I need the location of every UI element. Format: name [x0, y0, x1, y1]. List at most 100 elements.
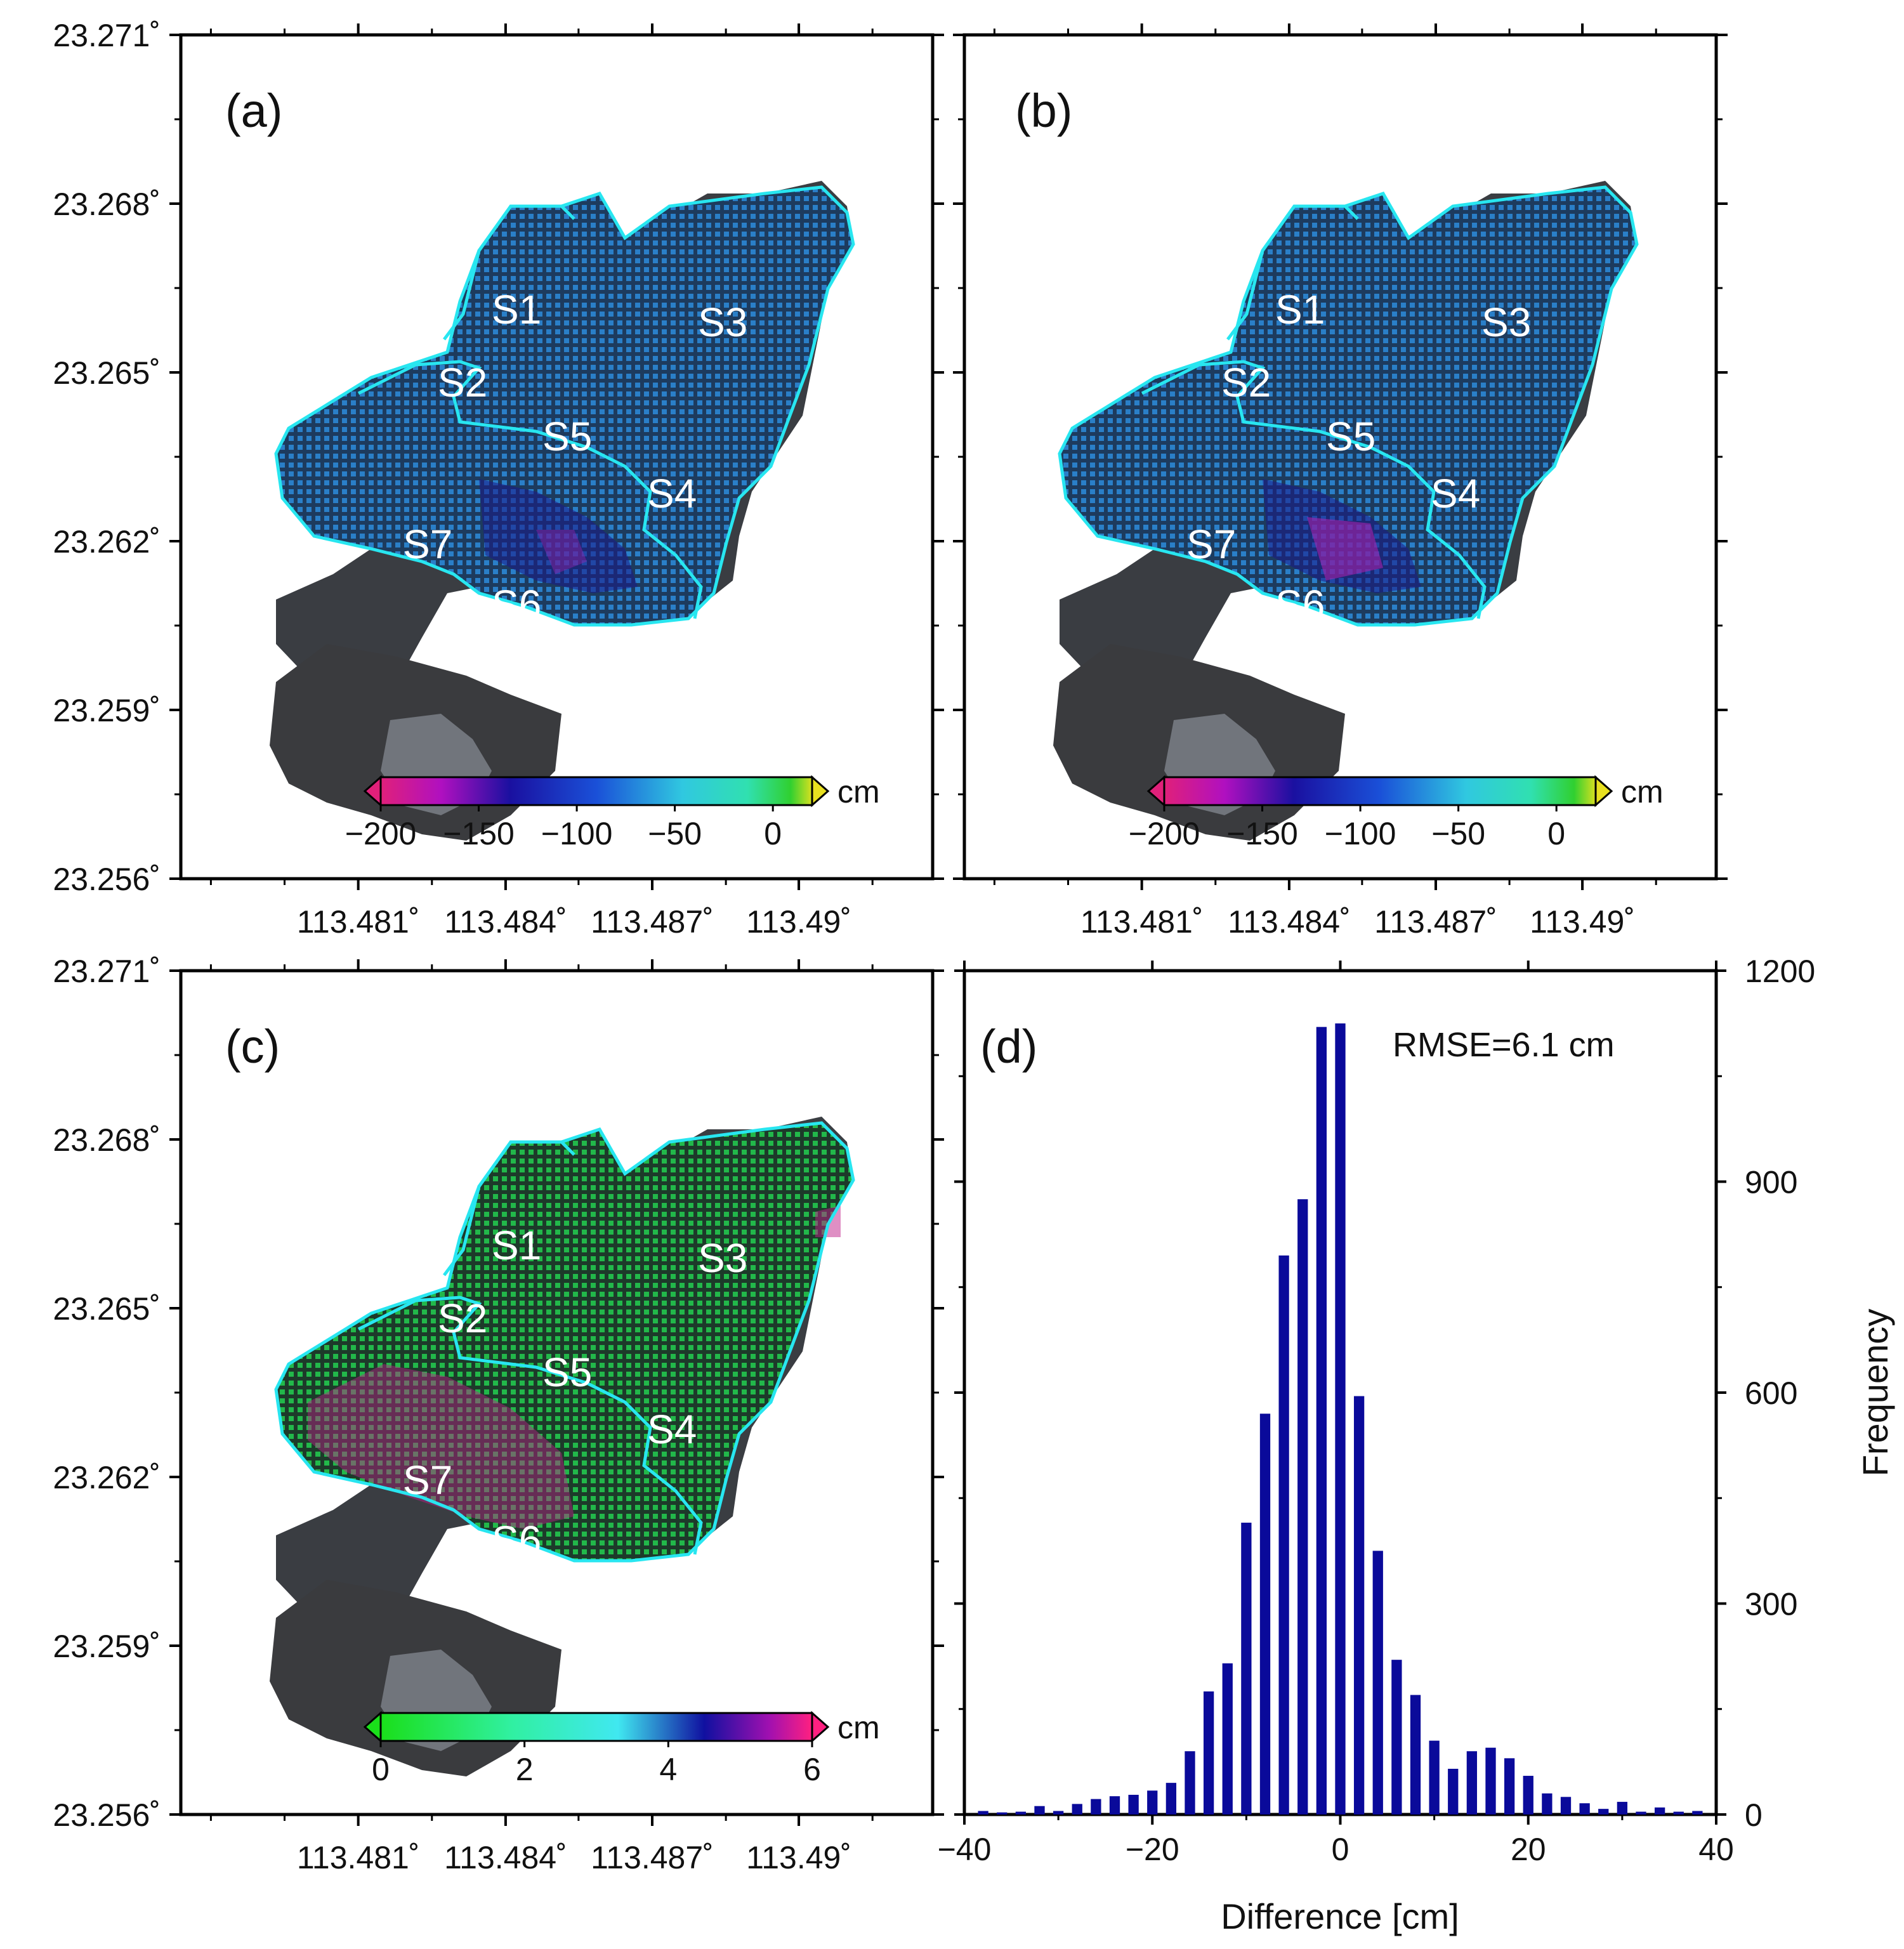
histogram-bar [1429, 1740, 1440, 1814]
panel-b-lon-label: 113.487˚ [1374, 904, 1497, 940]
histogram-y-tick-label: 600 [1745, 1375, 1797, 1411]
panel-c: (c) S1 S2 S3 S4 S5 S6 S7 cm 0 2 4 6 [179, 969, 935, 1816]
panel-b-colorbar-tick-label: 0 [1547, 816, 1565, 851]
panel-b-lon-label: 113.481˚ [1080, 904, 1204, 940]
zone-label-s5: S5 [542, 414, 592, 459]
histogram-bar [1523, 1776, 1533, 1814]
histogram-bar [1109, 1796, 1120, 1814]
panel-a-colorbar-tick-label: −50 [648, 816, 702, 851]
histogram-bar [1147, 1790, 1158, 1814]
map-axes: 23.271˚ 23.268˚ 23.265˚ 23.262˚ 23.259˚ 23.25… [53, 18, 1728, 1875]
histogram-y-ticks: 0 300 600 900 1200 [954, 954, 1815, 1833]
zone-label-s2: S2 [438, 360, 487, 405]
histogram-bar [1485, 1747, 1496, 1814]
panel-a-lat-label: 23.259˚ [53, 693, 161, 728]
panel-a-colorbar-tick-label: −100 [541, 816, 613, 851]
histogram-bar [1466, 1751, 1478, 1814]
histogram-bar [1203, 1691, 1214, 1814]
panel-b-colorbar: cm −200 −150 −100 −50 0 [1129, 774, 1664, 851]
zone-label-s3-b: S3 [1481, 299, 1531, 345]
panel-a-label: (a) [225, 84, 282, 137]
panel-c-colorbar-tick-label: 6 [803, 1752, 821, 1787]
panel-a-lon-label: 113.481˚ [297, 904, 420, 940]
zone-label-s6-c: S6 [492, 1518, 541, 1563]
panel-a-deformation-points [276, 187, 853, 625]
histogram-bar [1335, 1023, 1346, 1814]
rmse-annotation: RMSE=6.1 cm [1393, 1026, 1615, 1064]
panel-b-colorbar-tick-label: −150 [1226, 816, 1298, 851]
histogram-bar [1241, 1523, 1252, 1814]
zone-label-s4-b: S4 [1431, 471, 1480, 516]
histogram-bar [1316, 1027, 1327, 1814]
zone-label-s3: S3 [698, 299, 747, 345]
histogram-bar [1542, 1793, 1553, 1814]
panel-c-colorbar: cm 0 2 4 6 [363, 1710, 880, 1787]
panel-c-map [270, 1117, 855, 1776]
zone-label-s5-c: S5 [542, 1349, 592, 1395]
panel-a-lat-label: 23.256˚ [53, 862, 161, 897]
panel-a-colorbar-tick-label: 0 [764, 816, 782, 851]
panel-b-label: (b) [1015, 84, 1072, 137]
panel-a-lon-label: 113.49˚ [746, 904, 851, 940]
panel-c-lat-label: 23.265˚ [53, 1291, 161, 1327]
histogram-bar [1259, 1414, 1271, 1814]
histogram-bar [1636, 1811, 1646, 1814]
histogram-bar [997, 1812, 1008, 1814]
panel-a-lat-label: 23.268˚ [53, 187, 161, 222]
histogram-y-tick-label: 1200 [1745, 954, 1815, 989]
histogram-bar [1692, 1811, 1703, 1814]
panel-c-lat-label: 23.271˚ [53, 954, 161, 989]
histogram-bar [1091, 1799, 1101, 1814]
histogram-bar [1053, 1811, 1064, 1814]
panel-a-colorbar-tick-label: −200 [345, 816, 417, 851]
histogram-bar [1353, 1396, 1365, 1814]
panel-c-label: (c) [225, 1020, 280, 1073]
zone-label-s7-c: S7 [403, 1457, 452, 1503]
histogram-bar [1654, 1807, 1665, 1814]
histogram-y-tick-label: 900 [1745, 1165, 1797, 1200]
panel-b-lon-label: 113.49˚ [1530, 904, 1635, 940]
panel-c-colorbar-low-arrow [363, 1710, 382, 1743]
histogram-bar [1128, 1794, 1139, 1814]
panel-c-colorbar-bar [379, 1712, 813, 1742]
panel-b-lon-label: 113.484˚ [1228, 904, 1351, 940]
panel-c-lon-label: 113.49˚ [746, 1840, 851, 1875]
panel-c-lon-label: 113.481˚ [297, 1840, 420, 1875]
panel-a-lon-label: 113.487˚ [591, 904, 714, 940]
panel-c-lat-label: 23.268˚ [53, 1122, 161, 1158]
panel-a-lon-label: 113.484˚ [444, 904, 567, 940]
zone-label-s1-b: S1 [1275, 287, 1325, 332]
panel-a-colorbar-bar [379, 776, 813, 806]
histogram-bar [1410, 1695, 1421, 1814]
panel-a-colorbar-low-arrow [363, 775, 382, 808]
panel-c-colorbar-high-arrow [811, 1710, 830, 1743]
histogram-bar [1504, 1758, 1515, 1814]
zone-label-s6-b: S6 [1275, 582, 1325, 627]
panel-a-colorbar-unit: cm [837, 774, 880, 810]
panel-b-colorbar-low-arrow [1146, 775, 1165, 808]
histogram-bar [1072, 1804, 1082, 1814]
panel-d: (d) RMSE=6.1 cm −40 −20 0 20 40 0 300 600 900 12… [938, 954, 1895, 1936]
panel-a-lat-label: 23.271˚ [53, 18, 161, 53]
histogram-bar [1372, 1551, 1383, 1814]
zone-label-s1: S1 [492, 287, 541, 332]
zone-label-s7-b: S7 [1186, 522, 1236, 567]
panel-c-lat-label: 23.259˚ [53, 1629, 161, 1664]
histogram-x-tick-label: 20 [1511, 1832, 1546, 1867]
panel-b-colorbar-unit: cm [1621, 774, 1664, 810]
panel-a-colorbar-ticks: −200 −150 −100 −50 0 [345, 805, 782, 851]
histogram-y-axis-title: Frequency [1855, 1309, 1895, 1477]
histogram-bar [1598, 1809, 1609, 1814]
panel-a-map [270, 181, 855, 841]
histogram-bar [1278, 1255, 1289, 1814]
zone-label-s4: S4 [647, 471, 697, 516]
panel-a-lat-label: 23.262˚ [53, 524, 161, 560]
panel-c-lon-label: 113.484˚ [444, 1840, 567, 1875]
panel-a-lat-label: 23.265˚ [53, 355, 161, 391]
histogram-x-tick-label: 0 [1332, 1832, 1349, 1867]
panel-a-colorbar-high-arrow [811, 775, 830, 808]
panel-c-colorbar-ticks: 0 2 4 6 [372, 1741, 821, 1787]
histogram-y-tick-label: 0 [1745, 1797, 1763, 1833]
histogram-bar [1165, 1783, 1177, 1814]
